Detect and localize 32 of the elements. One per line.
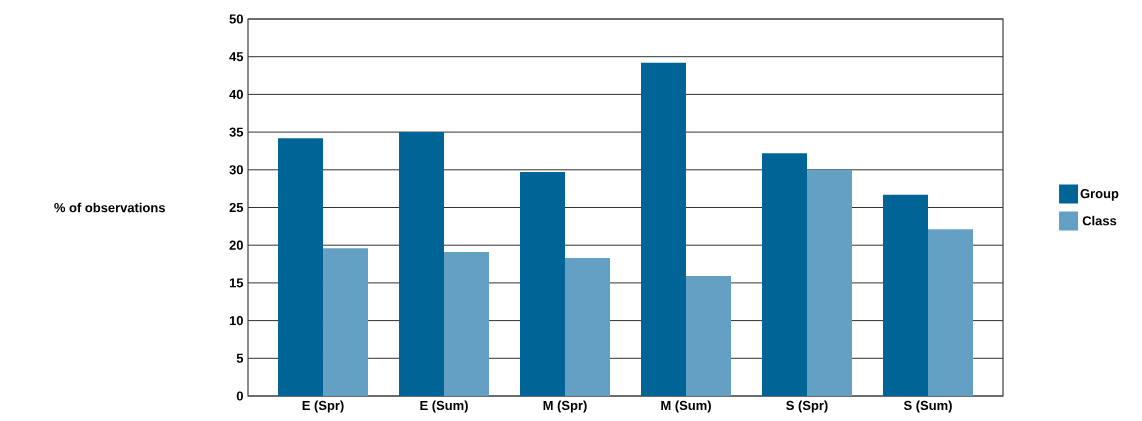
y-tick-label: 10 bbox=[229, 316, 243, 326]
bar bbox=[762, 153, 807, 396]
bar bbox=[278, 138, 324, 396]
bar bbox=[928, 229, 973, 396]
bar bbox=[807, 169, 852, 396]
y-tick-label: 25 bbox=[229, 202, 244, 213]
x-tick-label: S (Sum) bbox=[903, 400, 952, 413]
legend-label: Group bbox=[1080, 189, 1119, 201]
bar bbox=[686, 276, 731, 396]
y-axis-title: % of observations bbox=[54, 202, 165, 213]
x-tick-label: S (Spr) bbox=[786, 400, 828, 413]
y-tick-label: 40 bbox=[229, 89, 243, 99]
x-tick-label: M (Sum) bbox=[661, 400, 711, 413]
x-tick-label: E (Sum) bbox=[420, 400, 468, 413]
x-tick-label: E (Spr) bbox=[302, 400, 344, 413]
legend-label: Class bbox=[1082, 215, 1117, 226]
bar bbox=[520, 172, 566, 396]
bar bbox=[323, 248, 369, 396]
y-tick-label: 20 bbox=[229, 240, 243, 250]
y-tick-label: 0 bbox=[236, 391, 243, 401]
y-tick-label: 45 bbox=[229, 52, 244, 62]
bar bbox=[641, 62, 686, 396]
bar bbox=[399, 132, 445, 396]
x-tick-label: M (Spr) bbox=[543, 400, 587, 413]
y-tick-label: 15 bbox=[229, 278, 244, 288]
bar bbox=[565, 258, 611, 396]
y-tick-label: 35 bbox=[229, 127, 244, 137]
y-tick-label: 5 bbox=[236, 353, 244, 363]
y-tick-label: 30 bbox=[229, 165, 243, 175]
bar bbox=[444, 251, 490, 396]
bar bbox=[883, 194, 928, 396]
y-tick-label: 50 bbox=[229, 14, 243, 24]
